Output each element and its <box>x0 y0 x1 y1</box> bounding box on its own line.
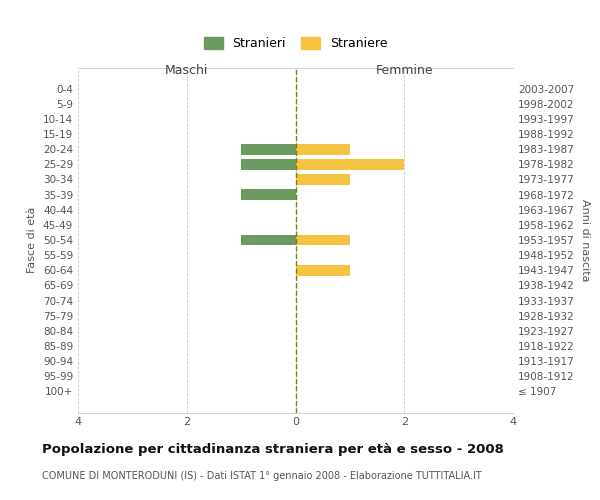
Text: Femmine: Femmine <box>376 64 433 76</box>
Text: COMUNE DI MONTERODUNI (IS) - Dati ISTAT 1° gennaio 2008 - Elaborazione TUTTITALI: COMUNE DI MONTERODUNI (IS) - Dati ISTAT … <box>42 471 482 481</box>
Bar <box>296 159 404 170</box>
Bar <box>296 144 350 154</box>
Y-axis label: Anni di nascita: Anni di nascita <box>580 198 590 281</box>
Legend: Stranieri, Straniere: Stranieri, Straniere <box>199 32 392 56</box>
Bar <box>296 265 350 276</box>
Y-axis label: Fasce di età: Fasce di età <box>28 207 37 273</box>
Bar <box>296 174 350 185</box>
Bar <box>241 144 296 154</box>
Text: Popolazione per cittadinanza straniera per età e sesso - 2008: Popolazione per cittadinanza straniera p… <box>42 442 504 456</box>
Bar <box>241 234 296 246</box>
Text: Maschi: Maschi <box>165 64 208 76</box>
Bar <box>241 159 296 170</box>
Bar <box>296 234 350 246</box>
Bar <box>241 189 296 200</box>
